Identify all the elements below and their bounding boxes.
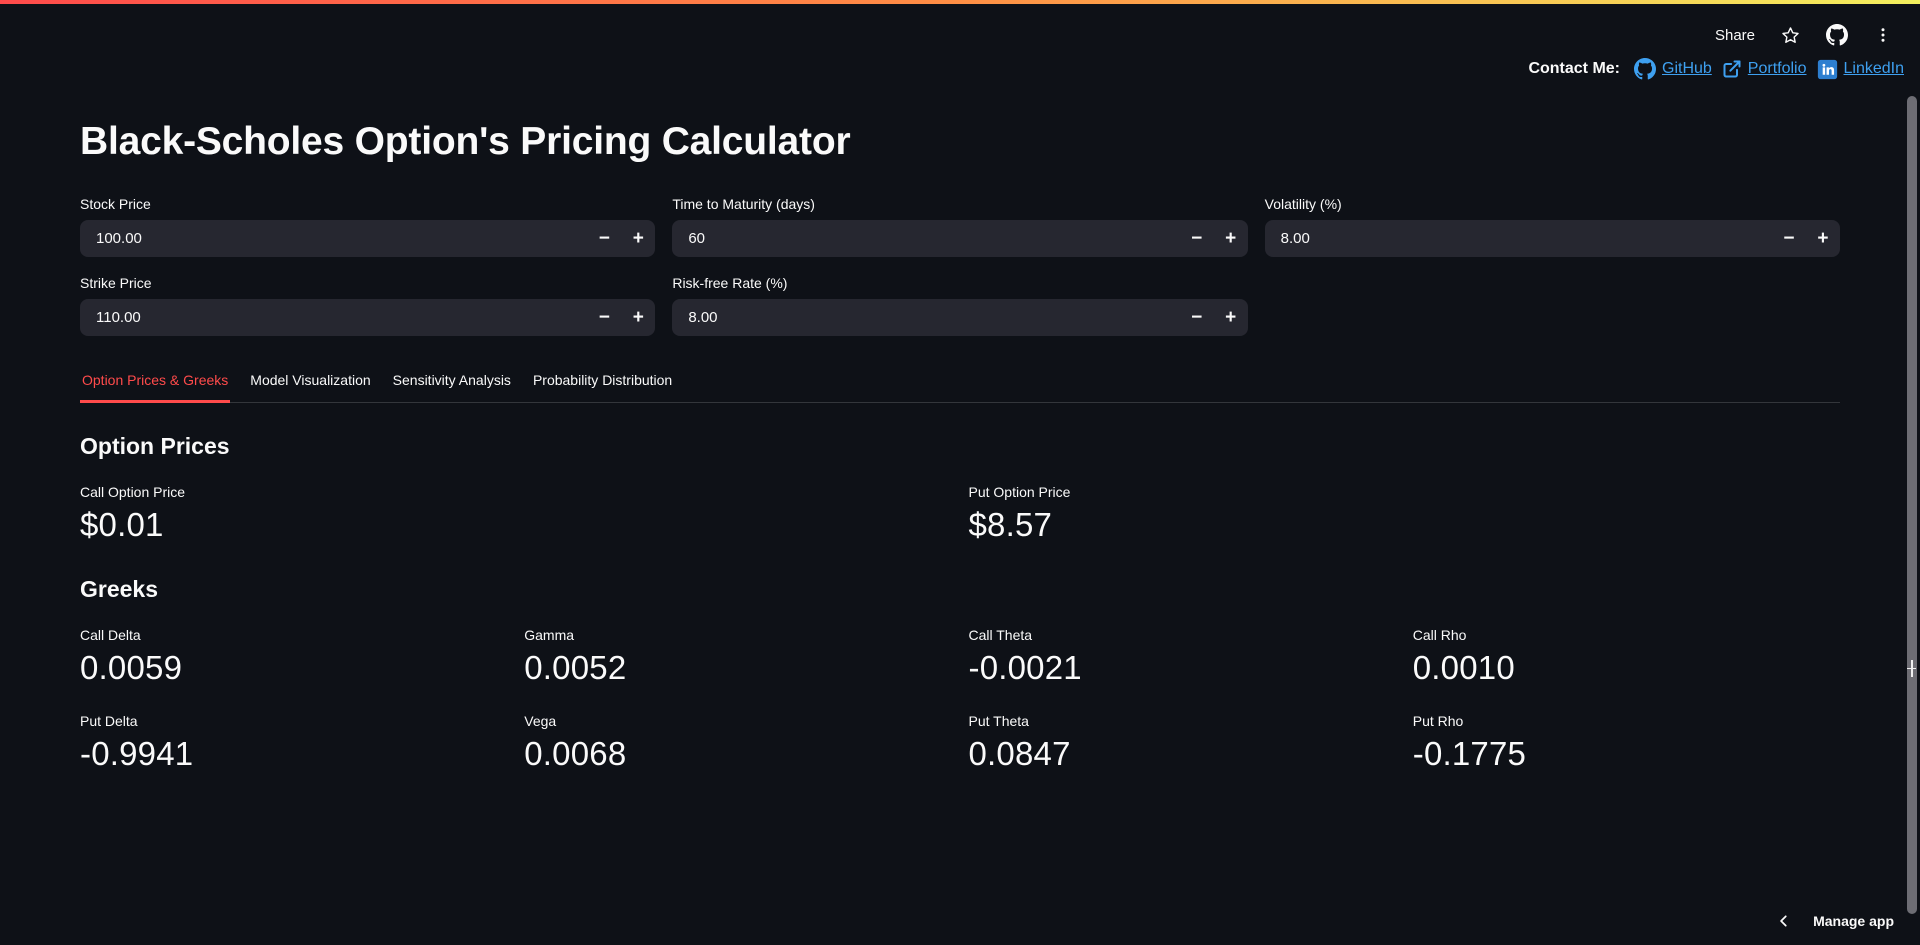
put-rho-metric: Put Rho -0.1775 <box>1413 713 1840 773</box>
risk-free-rate-input-box: − + <box>672 299 1248 336</box>
tab-sensitivity-analysis[interactable]: Sensitivity Analysis <box>392 372 511 388</box>
strike-price-field: Strike Price − + <box>80 275 656 336</box>
strike-price-input-box: − + <box>80 299 656 336</box>
portfolio-link-label: Portfolio <box>1747 60 1807 77</box>
share-button[interactable]: Share <box>1714 26 1755 44</box>
gamma-value: 0.0052 <box>524 649 627 686</box>
tab-model-visualization[interactable]: Model Visualization <box>250 372 371 388</box>
call-delta-metric: Call Delta 0.0059 <box>80 627 507 687</box>
call-delta-label: Call Delta <box>80 627 141 643</box>
volatility-field: Volatility (%) − + <box>1264 196 1840 257</box>
option-prices-metrics: Call Option Price $0.01 Put Option Price… <box>80 484 1840 544</box>
put-option-price-metric: Put Option Price $8.57 <box>969 484 1841 544</box>
decoration-bar <box>0 0 1920 4</box>
page-title: Black-Scholes Option's Pricing Calculato… <box>80 120 851 163</box>
stock-price-field: Stock Price − + <box>80 196 656 257</box>
linkedin-link[interactable]: LinkedIn <box>1817 59 1905 80</box>
call-option-price-metric: Call Option Price $0.01 <box>80 484 952 544</box>
volatility-label: Volatility (%) <box>1264 196 1342 212</box>
time-to-maturity-input-box: − + <box>672 220 1248 257</box>
tab-bar: Option Prices & Greeks Model Visualizati… <box>80 366 1840 403</box>
linkedin-icon <box>1817 59 1838 80</box>
time-to-maturity-input[interactable] <box>688 230 1180 247</box>
call-rho-metric: Call Rho 0.0010 <box>1413 627 1840 687</box>
call-theta-label: Call Theta <box>968 627 1033 643</box>
gamma-metric: Gamma 0.0052 <box>524 627 951 687</box>
minus-button[interactable]: − <box>1180 220 1214 257</box>
manage-app-label: Manage app <box>1813 913 1894 929</box>
input-grid: Stock Price − + Time to Maturity (days) … <box>80 196 1840 336</box>
plus-button[interactable]: + <box>621 299 655 336</box>
text-cursor <box>1907 660 1916 677</box>
plus-button[interactable]: + <box>1806 220 1840 257</box>
call-theta-metric: Call Theta -0.0021 <box>969 627 1396 687</box>
stock-price-label: Stock Price <box>80 196 151 212</box>
minus-button[interactable]: − <box>1772 220 1806 257</box>
stock-price-input-box: − + <box>80 220 656 257</box>
portfolio-link[interactable]: Portfolio <box>1722 59 1807 79</box>
greeks-heading: Greeks <box>80 576 159 602</box>
empty-grid-cell <box>1265 275 1840 336</box>
strike-price-input[interactable] <box>96 309 588 326</box>
plus-button[interactable]: + <box>621 220 655 257</box>
star-icon[interactable] <box>1781 26 1800 45</box>
put-theta-value: 0.0847 <box>968 735 1071 772</box>
time-to-maturity-label: Time to Maturity (days) <box>672 196 815 212</box>
github-link[interactable]: GitHub <box>1634 58 1712 80</box>
app-toolbar: Share <box>1715 18 1892 52</box>
contact-row: Contact Me: GitHub Portfolio LinkedIn <box>1528 58 1904 80</box>
manage-app-button[interactable]: Manage app <box>1767 907 1904 935</box>
call-option-price-value: $0.01 <box>80 506 164 543</box>
minus-button[interactable]: − <box>587 299 621 336</box>
call-option-price-label: Call Option Price <box>80 484 186 500</box>
call-rho-value: 0.0010 <box>1412 649 1515 686</box>
github-icon[interactable] <box>1826 24 1848 46</box>
plus-button[interactable]: + <box>1214 299 1248 336</box>
risk-free-rate-input[interactable] <box>688 309 1180 326</box>
put-theta-label: Put Theta <box>968 713 1029 729</box>
greeks-metrics: Call Delta 0.0059 Gamma 0.0052 Call Thet… <box>80 627 1840 773</box>
risk-free-rate-field: Risk-free Rate (%) − + <box>672 275 1248 336</box>
volatility-input[interactable] <box>1280 230 1772 247</box>
call-delta-value: 0.0059 <box>80 649 183 686</box>
minus-button[interactable]: − <box>587 220 621 257</box>
vega-metric: Vega 0.0068 <box>524 713 951 773</box>
risk-free-rate-label: Risk-free Rate (%) <box>672 275 788 291</box>
vertical-scrollbar[interactable] <box>1907 96 1917 914</box>
put-delta-metric: Put Delta -0.9941 <box>80 713 507 773</box>
strike-price-label: Strike Price <box>80 275 152 291</box>
vega-value: 0.0068 <box>524 735 627 772</box>
overflow-menu-icon[interactable] <box>1874 26 1892 44</box>
stock-price-input[interactable] <box>96 230 588 247</box>
put-option-price-value: $8.57 <box>968 506 1053 543</box>
contact-label: Contact Me: <box>1528 60 1620 77</box>
put-rho-value: -0.1775 <box>1412 735 1527 772</box>
tab-option-prices-greeks[interactable]: Option Prices & Greeks <box>80 366 231 403</box>
github-link-label: GitHub <box>1662 60 1712 77</box>
put-theta-metric: Put Theta 0.0847 <box>969 713 1396 773</box>
external-link-icon <box>1722 59 1742 79</box>
gamma-label: Gamma <box>524 627 575 643</box>
tab-probability-distribution[interactable]: Probability Distribution <box>532 372 673 388</box>
put-option-price-label: Put Option Price <box>968 484 1071 500</box>
call-theta-value: -0.0021 <box>968 649 1082 686</box>
chevron-left-icon <box>1777 914 1791 928</box>
minus-button[interactable]: − <box>1180 299 1214 336</box>
github-icon <box>1634 58 1656 80</box>
call-rho-label: Call Rho <box>1412 627 1467 643</box>
volatility-input-box: − + <box>1264 220 1840 257</box>
put-rho-label: Put Rho <box>1412 713 1464 729</box>
linkedin-link-label: LinkedIn <box>1843 60 1905 77</box>
option-prices-heading: Option Prices <box>80 433 230 459</box>
main-content: Black-Scholes Option's Pricing Calculato… <box>80 120 1840 773</box>
time-to-maturity-field: Time to Maturity (days) − + <box>672 196 1248 257</box>
plus-button[interactable]: + <box>1214 220 1248 257</box>
vega-label: Vega <box>524 713 557 729</box>
put-delta-label: Put Delta <box>80 713 138 729</box>
put-delta-value: -0.9941 <box>80 735 194 772</box>
